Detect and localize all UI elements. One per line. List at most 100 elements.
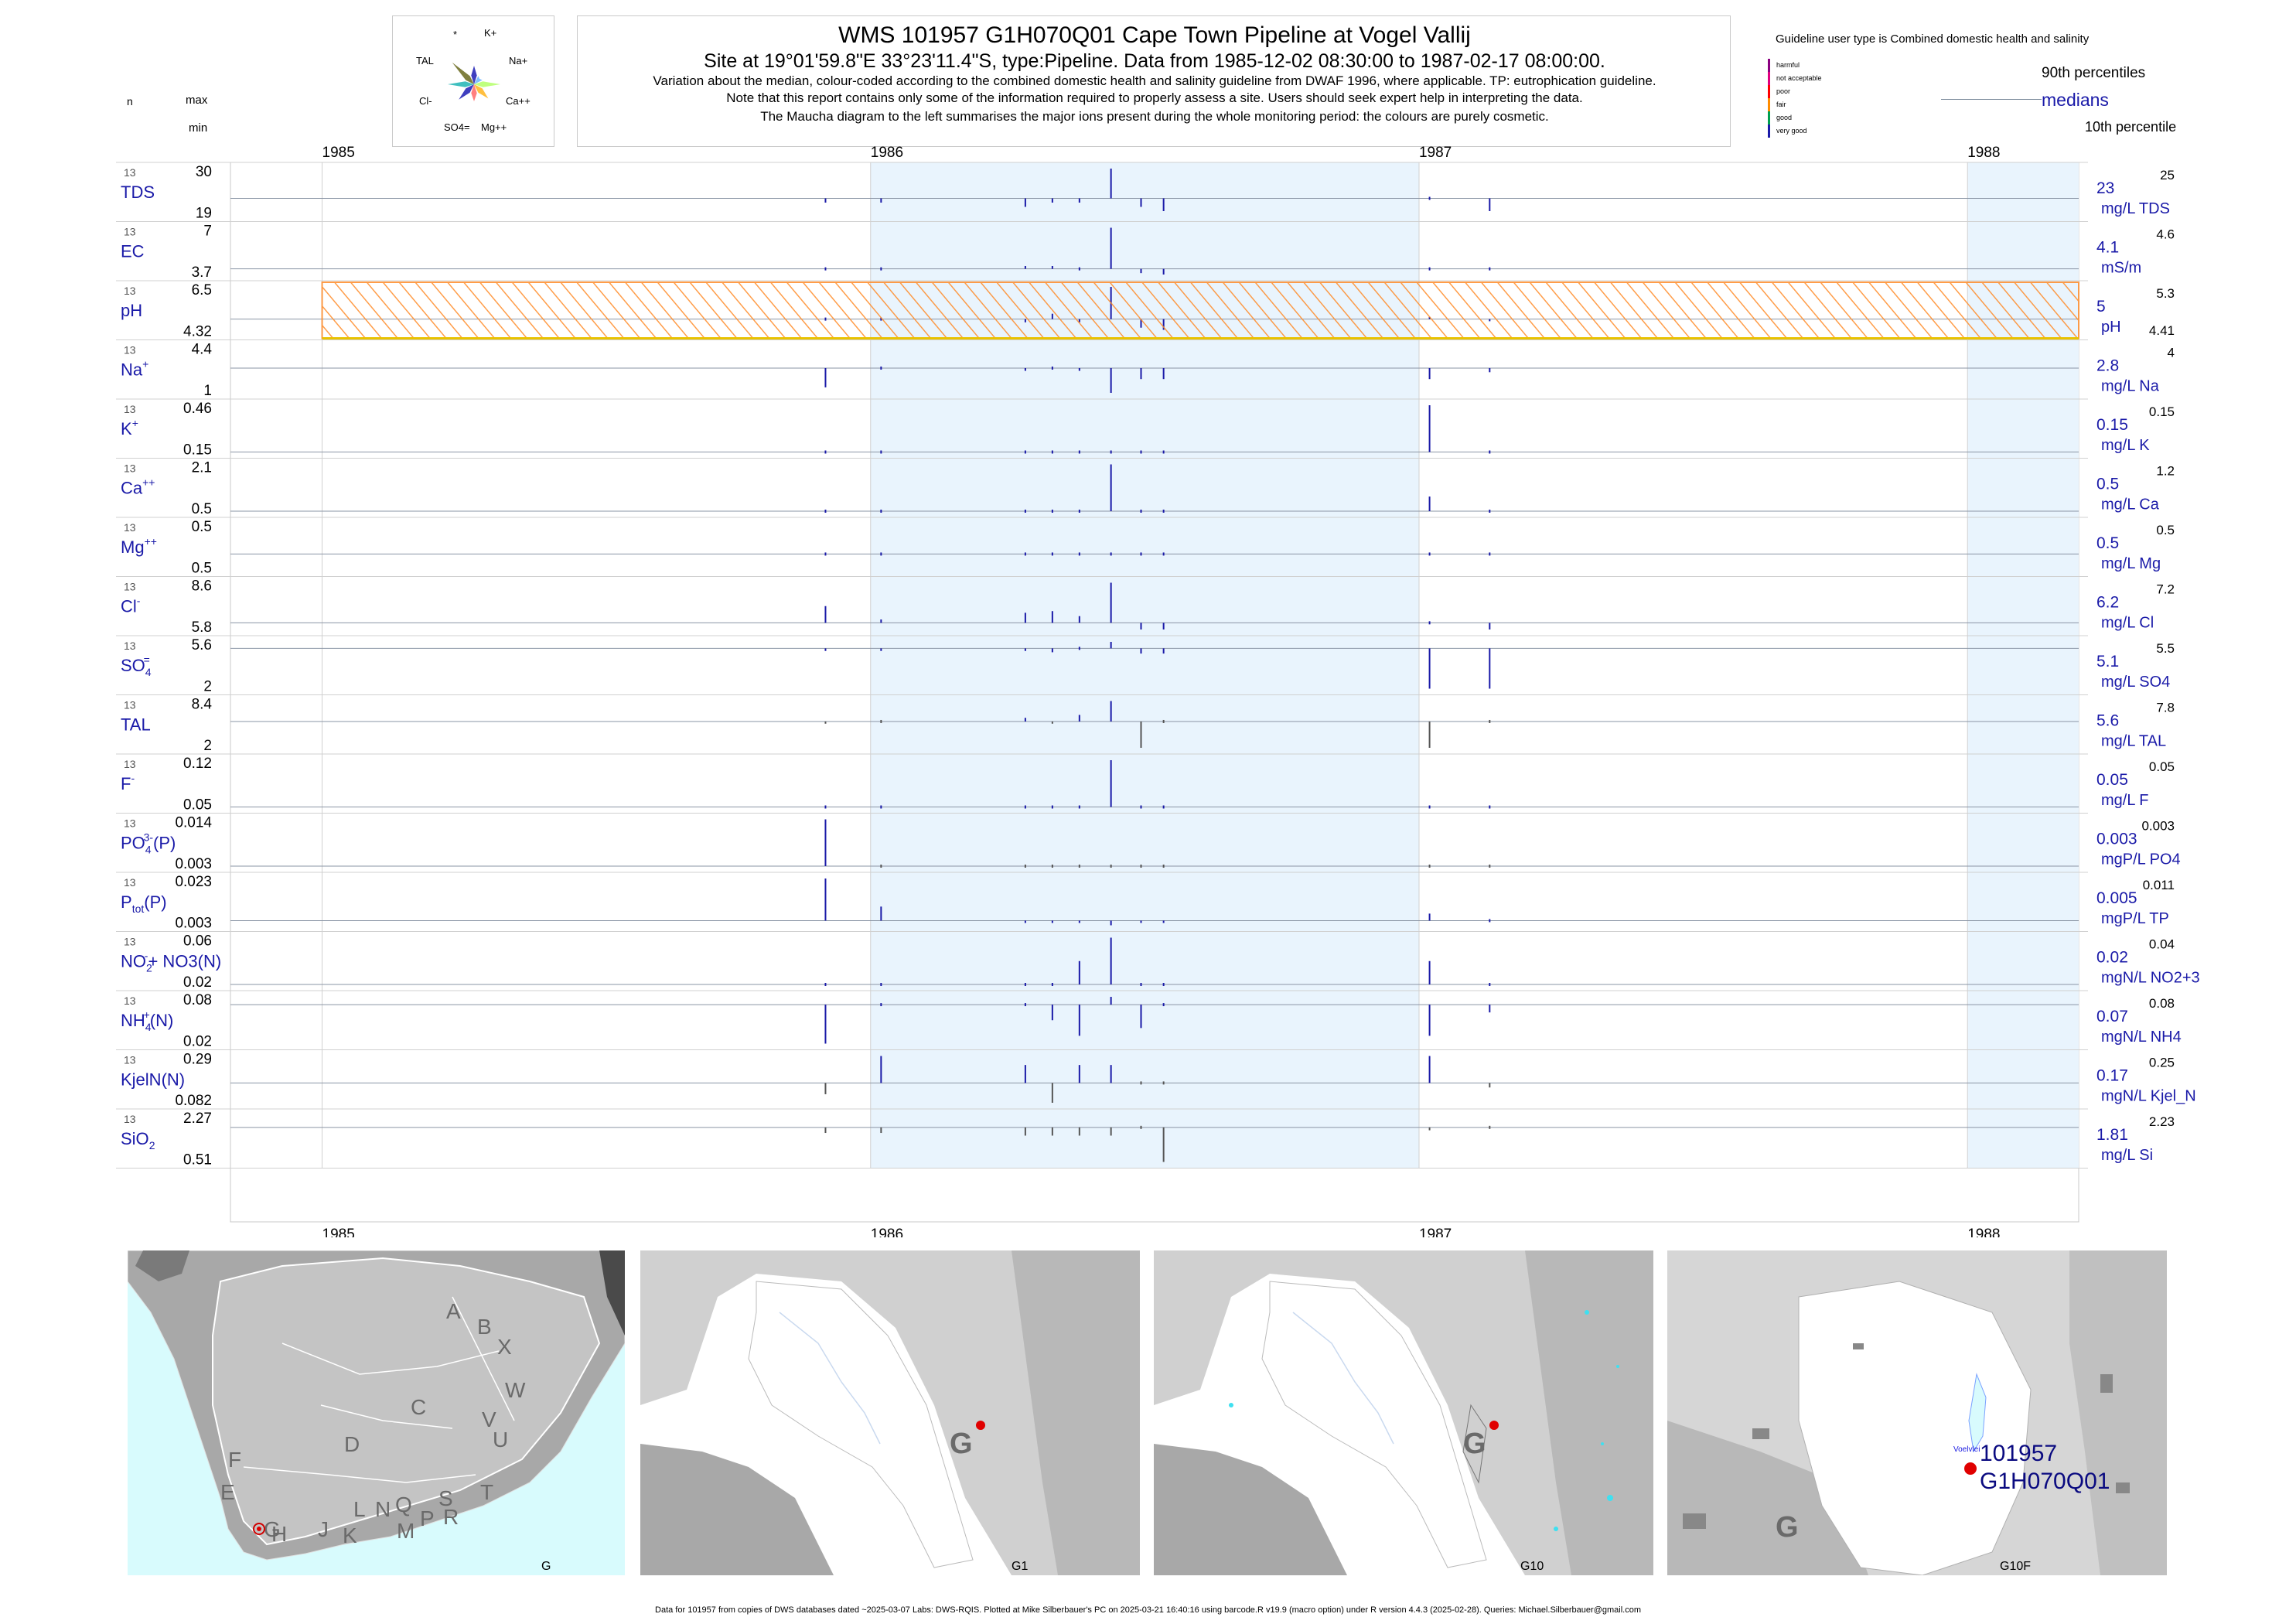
maucha-label-k: K+ <box>484 27 496 39</box>
row-label: PO43-(P) <box>121 831 176 856</box>
map-region-letter: X <box>497 1335 512 1359</box>
row-max: 7 <box>203 223 212 240</box>
row-unit: mg/L F <box>2101 792 2149 809</box>
row-p90: 0.5 <box>2156 523 2175 537</box>
year-tick-bottom-1987: 1987 <box>1419 1227 1452 1237</box>
maucha-label-tal: TAL <box>416 55 434 67</box>
guideline-swatch <box>1768 98 1770 111</box>
row-p90: 1.2 <box>2156 464 2175 479</box>
guideline-label: very good <box>1776 127 1807 135</box>
row-min: 0.003 <box>175 856 212 872</box>
row-median: 0.02 <box>2096 949 2128 967</box>
title-box: WMS 101957 G1H070Q01 Cape Town Pipeline … <box>577 15 1731 147</box>
row-label: Ptot(P) <box>121 892 167 915</box>
footer-credits: Data for 101957 from copies of DWS datab… <box>655 1605 1641 1615</box>
row-label: Na+ <box>121 358 148 380</box>
row-max: 0.023 <box>175 874 212 890</box>
row-max: 8.6 <box>192 578 212 595</box>
row-n: 13 <box>124 344 136 357</box>
year-tick-top-1987: 1987 <box>1419 145 1452 161</box>
map-region-letter: L <box>353 1497 366 1521</box>
row-median: 0.07 <box>2096 1008 2128 1025</box>
guideline-label: poor <box>1776 87 1791 95</box>
row-p90: 0.003 <box>2141 819 2175 834</box>
map4-site-code: G1H070Q01 <box>1980 1469 2110 1494</box>
col-max-header: max <box>186 94 208 107</box>
legend-median-line <box>1941 99 2042 100</box>
row-n: 13 <box>124 876 136 889</box>
guideline-swatch <box>1768 85 1770 98</box>
map-region-letter: J <box>318 1517 329 1541</box>
row-median: 0.17 <box>2096 1067 2128 1085</box>
row-label: Ca++ <box>121 476 155 498</box>
guideline-class: not acceptable <box>1768 72 1822 85</box>
row-median: 0.5 <box>2096 534 2119 552</box>
maucha-label-na: Na+ <box>509 55 527 67</box>
row-min: 4.32 <box>183 324 212 340</box>
row-n: 13 <box>124 462 136 475</box>
map-region-letter: H <box>271 1522 287 1546</box>
maucha-diagram: * K+ Na+ Ca++ Mg++ SO4= Cl- TAL <box>416 27 531 133</box>
row-unit: mg/L SO4 <box>2101 674 2170 691</box>
chart-title: WMS 101957 G1H070Q01 Cape Town Pipeline … <box>838 22 1471 48</box>
row-label: F- <box>121 772 135 793</box>
guideline-class: harmful <box>1768 59 1800 72</box>
row-unit: mg/L Na <box>2101 378 2160 395</box>
maucha-box: * K+ Na+ Ca++ Mg++ SO4= Cl- TAL <box>392 15 554 147</box>
map4-region: G <box>1776 1511 1799 1544</box>
year-tick-top-1988: 1988 <box>1967 145 2000 161</box>
row-unit: mgN/L NO2+3 <box>2101 970 2200 987</box>
row-p90: 0.04 <box>2149 937 2175 952</box>
row-p90: 0.05 <box>2149 759 2175 774</box>
guideline-swatch <box>1768 72 1770 85</box>
ph-guideline-band <box>321 281 2079 339</box>
map-region-letter: E <box>220 1480 235 1504</box>
col-n-header: n <box>127 95 133 107</box>
row-unit: mg/L TAL <box>2101 733 2166 750</box>
map-region-letter: B <box>477 1315 492 1339</box>
row-unit: mg/L K <box>2101 437 2150 454</box>
row-min: 2 <box>203 679 212 695</box>
row-min: 0.082 <box>175 1093 212 1109</box>
map-g10: G G10 <box>1154 1250 1653 1575</box>
row-n: 13 <box>124 699 136 711</box>
row-unit: mg/L Cl <box>2101 615 2154 632</box>
row-min: 0.5 <box>192 561 212 577</box>
row-unit: mg/L Mg <box>2101 555 2161 572</box>
maucha-label-cl: Cl- <box>419 95 432 107</box>
row-min: 0.15 <box>183 442 212 459</box>
row-p90: 4 <box>2168 346 2175 360</box>
map-region-letter: F <box>228 1448 241 1472</box>
maucha-petal <box>474 81 500 87</box>
maucha-label-star: * <box>453 29 457 40</box>
row-p90: 7.2 <box>2156 582 2175 597</box>
legend-p90: 90th percentiles <box>2042 65 2146 81</box>
row-n: 13 <box>124 581 136 593</box>
map-region-letter: V <box>482 1407 496 1431</box>
row-median: 0.15 <box>2096 416 2128 434</box>
guideline-class: poor <box>1768 85 1790 98</box>
legend-medians: medians <box>2042 90 2109 110</box>
row-label: K+ <box>121 417 138 438</box>
guideline-class: very good <box>1768 125 1807 138</box>
map-region-letter: U <box>493 1428 508 1452</box>
row-p90: 0.011 <box>2143 878 2175 892</box>
maucha-petal <box>471 84 477 101</box>
row-label: KjelN(N) <box>121 1070 185 1090</box>
map-region-letter: D <box>344 1432 360 1456</box>
row-min: 0.003 <box>175 916 212 932</box>
row-min: 0.05 <box>183 797 212 814</box>
row-n: 13 <box>124 758 136 770</box>
guideline-title: Guideline user type is Combined domestic… <box>1776 32 2090 46</box>
row-p90: 2.23 <box>2149 1114 2175 1129</box>
map4-place: Voelvlei <box>1953 1445 1980 1454</box>
maucha-petal <box>474 76 483 84</box>
row-p90: 4.6 <box>2156 227 2175 242</box>
guideline-legend: harmful not acceptable poor fair good very go… <box>1768 59 1876 144</box>
maucha-petal <box>474 84 489 99</box>
map-region-letter: W <box>505 1378 526 1402</box>
map-region-letter: K <box>343 1523 357 1547</box>
map-region-letter: R <box>443 1505 459 1529</box>
row-median: 5.1 <box>2096 653 2119 670</box>
